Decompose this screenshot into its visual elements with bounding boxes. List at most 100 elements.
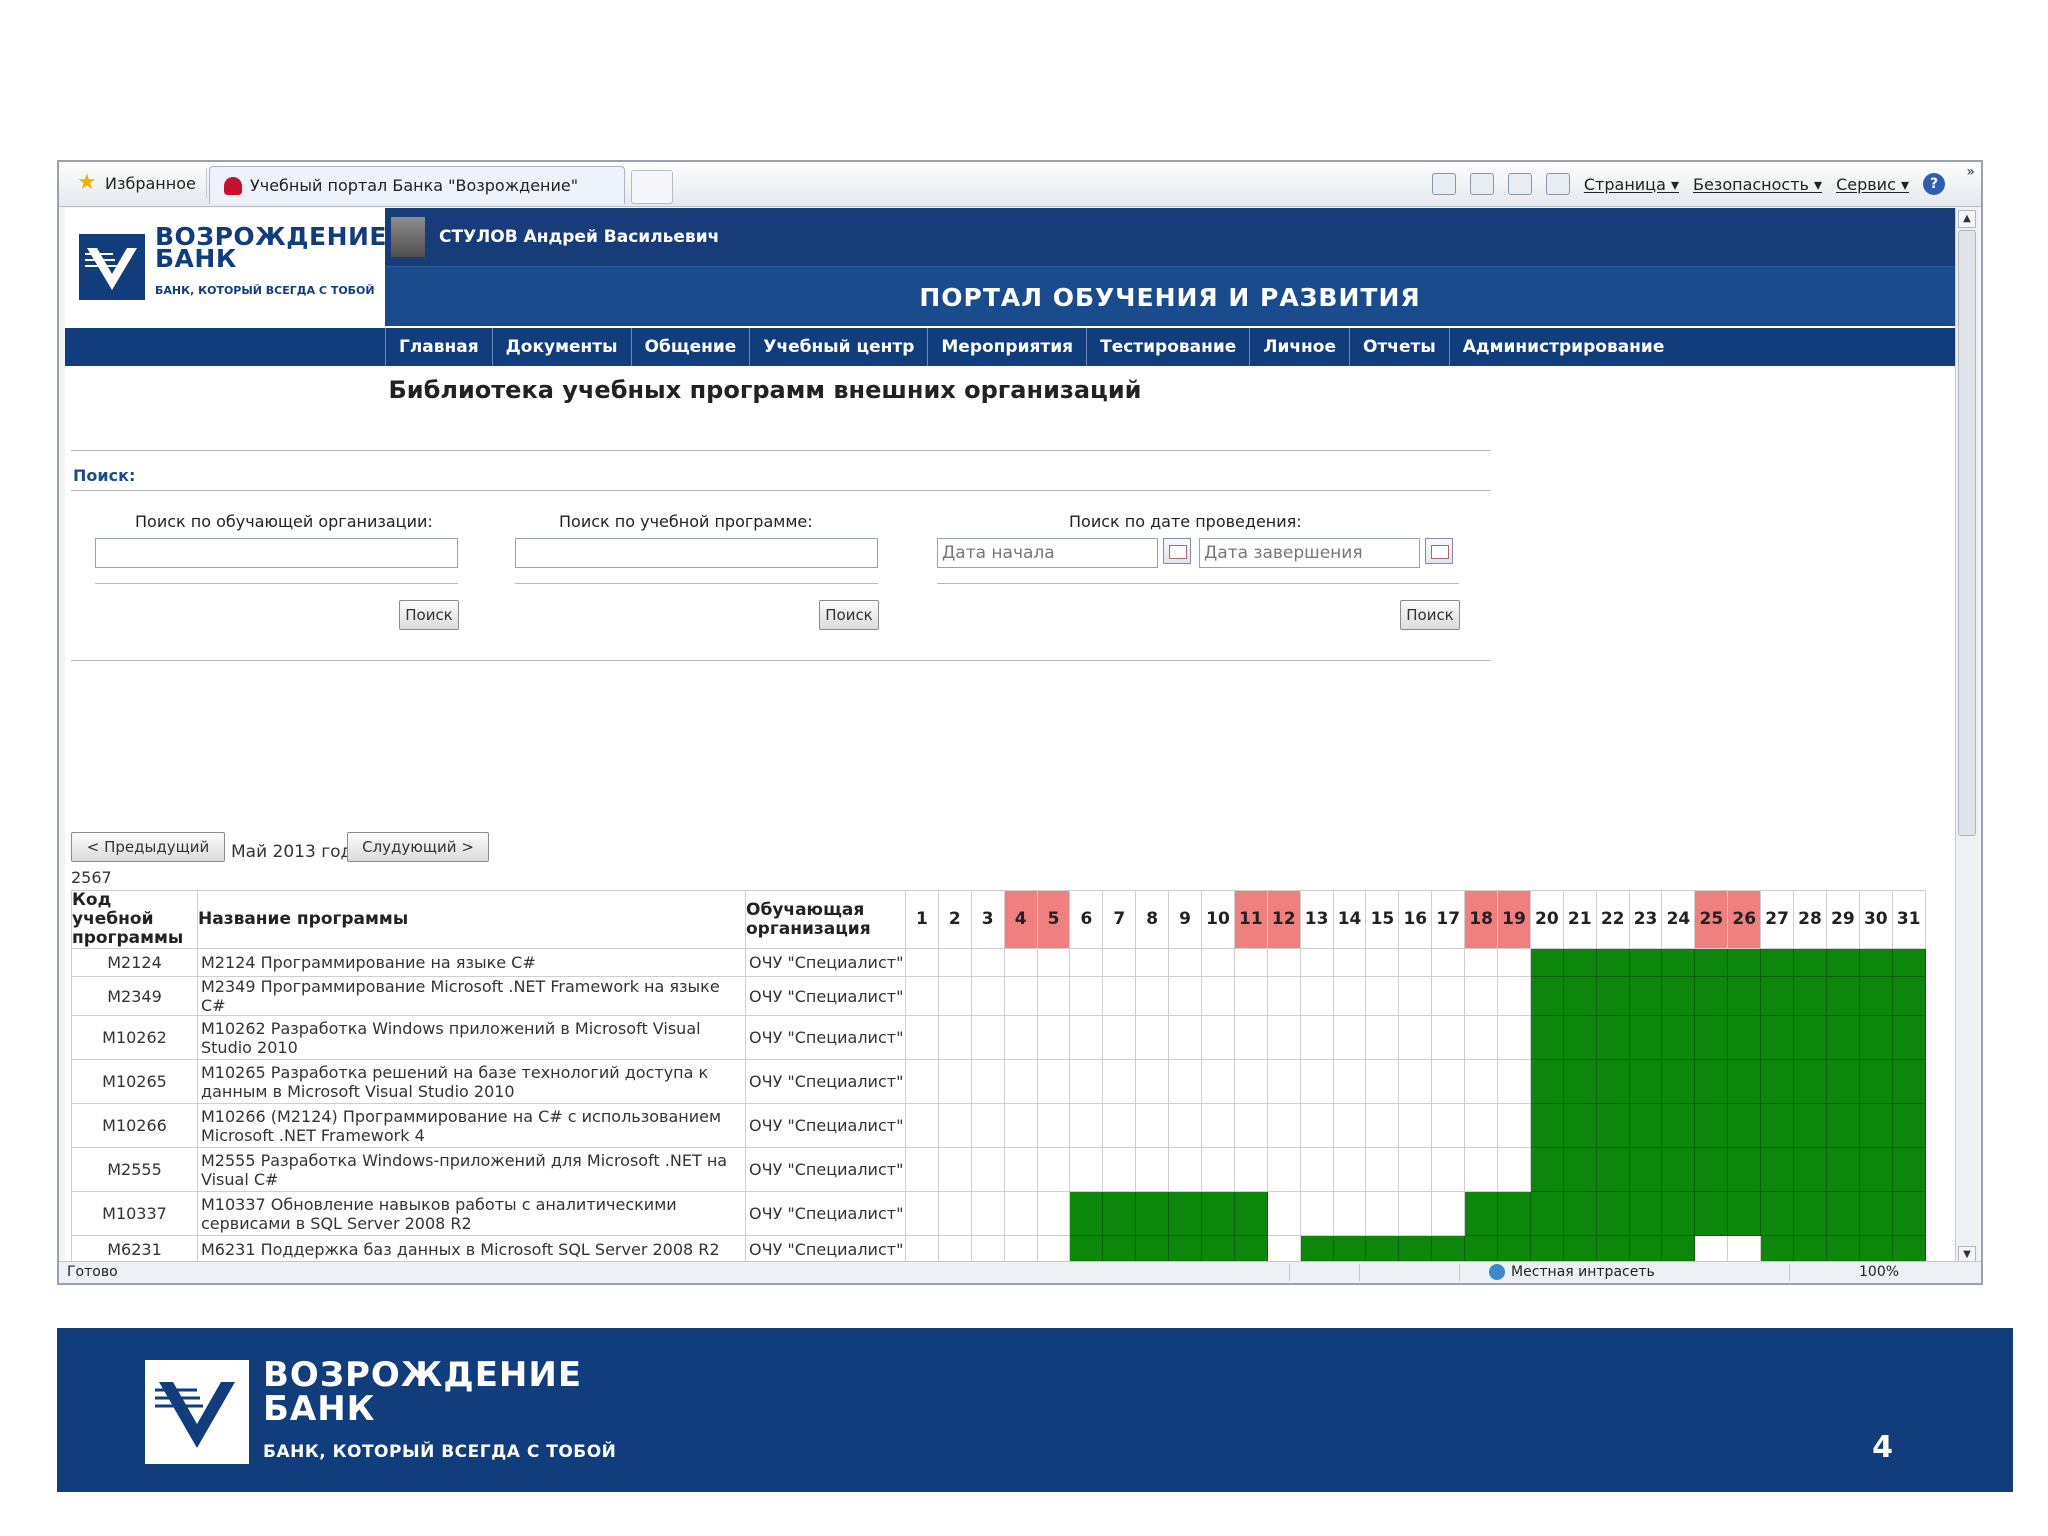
program-search-input[interactable] xyxy=(515,538,878,568)
next-month-button[interactable]: Слудующий > xyxy=(347,832,489,862)
date-search-button[interactable]: Поиск xyxy=(1400,600,1460,630)
scroll-thumb[interactable] xyxy=(1958,230,1976,836)
avatar[interactable] xyxy=(391,217,425,257)
date-start-input[interactable]: Дата начала xyxy=(937,538,1158,568)
zoom-level[interactable]: 100% xyxy=(1859,1264,1900,1280)
nav-documents[interactable]: Документы xyxy=(491,328,631,366)
day-header: 3 xyxy=(970,890,1005,949)
busy-day-cell xyxy=(1562,1147,1597,1192)
busy-day-cell xyxy=(1858,1015,1893,1060)
day-header: 2 xyxy=(937,890,972,949)
tools-menu[interactable]: Сервис ▾ xyxy=(1836,174,1909,194)
security-zone[interactable]: Местная интрасеть xyxy=(1489,1264,1655,1280)
main-nav: Главная Документы Общение Учебный центр … xyxy=(65,326,1955,366)
busy-day-cell xyxy=(1233,1235,1268,1264)
busy-day-cell xyxy=(1694,1059,1729,1104)
day-cell xyxy=(1332,976,1367,1016)
site-logo[interactable]: ВОЗРОЖДЕНИЕ БАНК БАНК, КОТОРЫЙ ВСЕГДА С Т… xyxy=(65,208,387,326)
col-header-org: Обучающая организация xyxy=(745,890,906,949)
day-cell xyxy=(1003,1191,1038,1236)
program-name[interactable]: M10262 Разработка Windows приложений в M… xyxy=(197,1015,746,1060)
calendar-icon[interactable] xyxy=(1425,538,1453,564)
busy-day-cell xyxy=(1562,1103,1597,1148)
nav-communication[interactable]: Общение xyxy=(630,328,750,366)
nav-events[interactable]: Мероприятия xyxy=(927,328,1086,366)
program-search-label: Поиск по учебной программе: xyxy=(559,512,813,531)
org-search-button[interactable]: Поиск xyxy=(399,600,459,630)
home-icon[interactable] xyxy=(1431,173,1456,195)
safety-menu[interactable]: Безопасность ▾ xyxy=(1692,174,1823,194)
help-icon[interactable]: ? xyxy=(1923,173,1945,195)
table-row[interactable]: M10266 M10266 (M2124) Программирование на… xyxy=(71,1103,1926,1148)
table-row[interactable]: M10337 M10337 Обновление навыков работы с… xyxy=(71,1191,1926,1236)
day-cell xyxy=(1497,1147,1531,1192)
mail-icon[interactable] xyxy=(1507,173,1532,195)
busy-day-cell xyxy=(1858,1059,1893,1104)
day-cell xyxy=(1299,976,1334,1016)
browser-tab[interactable]: Учебный портал Банка "Возрождение" xyxy=(209,166,625,204)
day-cell xyxy=(1727,1235,1762,1264)
day-cell xyxy=(937,1191,972,1236)
day-header: 9 xyxy=(1168,890,1203,949)
day-cell xyxy=(905,976,939,1016)
busy-day-cell xyxy=(1694,1103,1729,1148)
program-search-button[interactable]: Поиск xyxy=(819,600,879,630)
program-name[interactable]: M6231 Поддержка баз данных в Microsoft S… xyxy=(197,1235,746,1264)
nav-home[interactable]: Главная xyxy=(385,328,492,366)
nav-personal[interactable]: Личное xyxy=(1249,328,1349,366)
busy-day-cell xyxy=(1595,1235,1630,1264)
busy-day-cell xyxy=(1464,1191,1499,1236)
scroll-up-icon[interactable]: ▲ xyxy=(1958,210,1976,228)
program-name[interactable]: M2555 Разработка Windows-приложений для … xyxy=(197,1147,746,1192)
page-title: Библиотека учебных программ внешних орга… xyxy=(388,376,1142,404)
org-search-input[interactable] xyxy=(95,538,458,568)
program-name[interactable]: M2349 Программирование Microsoft .NET Fr… xyxy=(197,976,746,1016)
busy-day-cell xyxy=(1595,948,1630,977)
program-name[interactable]: M2124 Программирование на языке C# xyxy=(197,948,746,977)
prev-month-button[interactable]: < Предыдущий xyxy=(71,832,225,862)
divider xyxy=(71,490,1491,491)
table-row[interactable]: M10262 M10262 Разработка Windows приложен… xyxy=(71,1015,1926,1060)
divider xyxy=(71,450,1491,451)
user-bar: СТУЛОВ Андрей Васильевич xyxy=(385,208,1955,266)
nav-testing[interactable]: Тестирование xyxy=(1086,328,1249,366)
calendar-icon[interactable] xyxy=(1163,538,1191,564)
nav-reports[interactable]: Отчеты xyxy=(1349,328,1449,366)
table-row[interactable]: M2124 M2124 Программирование на языке C# О… xyxy=(71,948,1926,977)
bank-logo-icon xyxy=(79,234,145,300)
table-row[interactable]: M10265 M10265 Разработка решений на базе … xyxy=(71,1059,1926,1104)
table-row[interactable]: M2349 M2349 Программирование Microsoft .N… xyxy=(71,976,1926,1016)
nav-training-center[interactable]: Учебный центр xyxy=(749,328,927,366)
nav-administration[interactable]: Администрирование xyxy=(1448,328,1678,366)
day-cell xyxy=(905,1059,939,1104)
page-number: 4 xyxy=(1872,1430,1893,1465)
busy-day-cell xyxy=(1529,948,1564,977)
day-cell xyxy=(1464,948,1499,977)
day-cell xyxy=(1431,1015,1466,1060)
user-name[interactable]: СТУЛОВ Андрей Васильевич xyxy=(439,227,720,247)
chevron-more-icon[interactable]: » xyxy=(1966,164,1975,180)
table-row[interactable]: M6231 M6231 Поддержка баз данных в Micros… xyxy=(71,1235,1926,1264)
favorites-button[interactable]: ★ Избранное xyxy=(67,168,207,198)
favorites-label: Избранное xyxy=(105,173,196,193)
program-name[interactable]: M10337 Обновление навыков работы с анали… xyxy=(197,1191,746,1236)
page-menu[interactable]: Страница ▾ xyxy=(1583,174,1679,194)
day-header: 11 xyxy=(1233,890,1268,949)
busy-day-cell xyxy=(1562,1015,1597,1060)
bank-logo-icon xyxy=(145,1360,249,1464)
vertical-scrollbar[interactable]: ▲ ▼ xyxy=(1955,208,1978,1266)
day-cell xyxy=(937,1103,972,1148)
busy-day-cell xyxy=(1793,1191,1827,1236)
new-tab-button[interactable] xyxy=(631,170,673,204)
busy-day-cell xyxy=(1628,976,1663,1016)
program-name[interactable]: M10266 (M2124) Программирование на C# с … xyxy=(197,1103,746,1148)
table-row[interactable]: M2555 M2555 Разработка Windows-приложений… xyxy=(71,1147,1926,1192)
print-icon[interactable] xyxy=(1545,173,1570,195)
date-end-input[interactable]: Дата завершения xyxy=(1199,538,1420,568)
day-cell xyxy=(1168,976,1203,1016)
feeds-icon[interactable] xyxy=(1469,173,1494,195)
busy-day-cell xyxy=(1891,1235,1926,1264)
busy-day-cell xyxy=(1858,948,1893,977)
busy-day-cell xyxy=(1760,948,1795,977)
program-name[interactable]: M10265 Разработка решений на базе технол… xyxy=(197,1059,746,1104)
